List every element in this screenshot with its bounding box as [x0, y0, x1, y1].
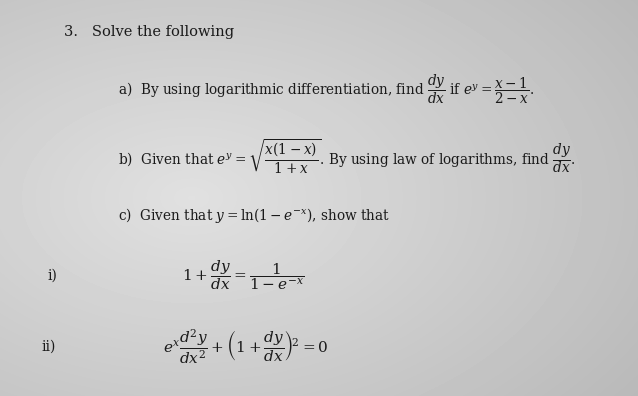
Text: i): i) [48, 268, 57, 282]
Text: $e^x \dfrac{d^2y}{dx^2} + \left(1 + \dfrac{dy}{dx}\right)^{\!2} = 0$: $e^x \dfrac{d^2y}{dx^2} + \left(1 + \dfr… [163, 327, 328, 366]
Text: $1 + \dfrac{dy}{dx} = \dfrac{1}{1-e^{-x}}$: $1 + \dfrac{dy}{dx} = \dfrac{1}{1-e^{-x}… [182, 258, 304, 292]
Text: a)  By using logarithmic differentiation, find $\dfrac{dy}{dx}$ if $e^y = \dfrac: a) By using logarithmic differentiation,… [118, 72, 534, 106]
Text: 3.   Solve the following: 3. Solve the following [64, 25, 234, 39]
Text: c)  Given that $y = \ln\!\left(1 - e^{-x}\right)$, show that: c) Given that $y = \ln\!\left(1 - e^{-x}… [118, 206, 390, 225]
Text: b)  Given that $e^y = \sqrt{\dfrac{x(1-x)}{1+x}}$. By using law of logarithms, f: b) Given that $e^y = \sqrt{\dfrac{x(1-x)… [118, 137, 575, 175]
Text: ii): ii) [41, 339, 56, 354]
